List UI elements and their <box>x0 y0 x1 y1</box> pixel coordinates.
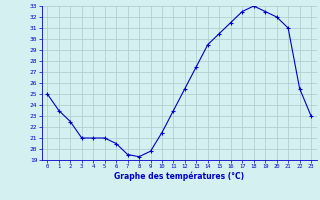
X-axis label: Graphe des températures (°C): Graphe des températures (°C) <box>114 172 244 181</box>
